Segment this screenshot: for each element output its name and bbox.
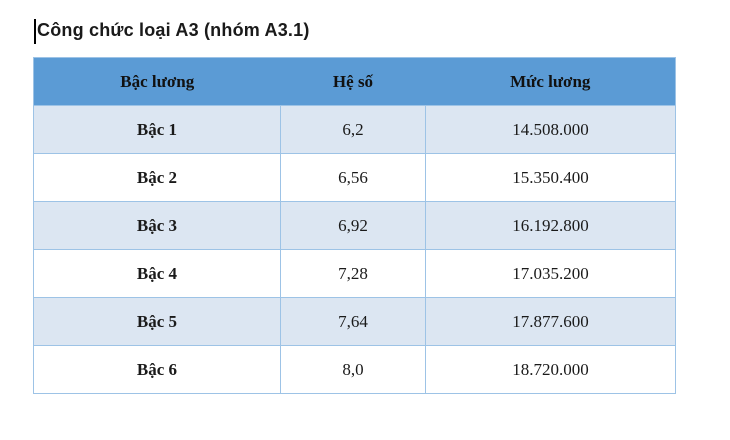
coefficient-cell: 7,28 xyxy=(280,249,426,298)
table-row: Bậc 1 6,2 14.508.000 xyxy=(33,105,676,154)
salary-table: Bậc lương Hệ số Mức lương Bậc 1 6,2 14.5… xyxy=(33,57,676,394)
table-header-row: Bậc lương Hệ số Mức lương xyxy=(33,57,676,106)
salary-cell: 15.350.400 xyxy=(425,153,676,202)
page-title: Công chức loại A3 (nhóm A3.1) xyxy=(37,20,310,40)
salary-cell: 18.720.000 xyxy=(425,345,676,394)
coefficient-cell: 6,2 xyxy=(280,105,426,154)
grade-cell: Bậc 2 xyxy=(33,153,281,202)
table-row: Bậc 6 8,0 18.720.000 xyxy=(33,345,676,394)
grade-cell: Bậc 3 xyxy=(33,201,281,250)
table-row: Bậc 2 6,56 15.350.400 xyxy=(33,153,676,202)
coefficient-cell: 6,92 xyxy=(280,201,426,250)
salary-cell: 16.192.800 xyxy=(425,201,676,250)
salary-cell: 17.877.600 xyxy=(425,297,676,346)
coefficient-cell: 6,56 xyxy=(280,153,426,202)
table-row: Bậc 3 6,92 16.192.800 xyxy=(33,201,676,250)
salary-cell: 17.035.200 xyxy=(425,249,676,298)
text-cursor-caret xyxy=(34,19,36,44)
coefficient-cell: 8,0 xyxy=(280,345,426,394)
column-header-coefficient: Hệ số xyxy=(280,57,426,106)
salary-table-container: Bậc lương Hệ số Mức lương Bậc 1 6,2 14.5… xyxy=(33,57,676,394)
coefficient-cell: 7,64 xyxy=(280,297,426,346)
column-header-salary: Mức lương xyxy=(425,57,676,106)
grade-cell: Bậc 6 xyxy=(33,345,281,394)
table-row: Bậc 5 7,64 17.877.600 xyxy=(33,297,676,346)
grade-cell: Bậc 5 xyxy=(33,297,281,346)
grade-cell: Bậc 4 xyxy=(33,249,281,298)
column-header-grade: Bậc lương xyxy=(33,57,281,106)
salary-cell: 14.508.000 xyxy=(425,105,676,154)
grade-cell: Bậc 1 xyxy=(33,105,281,154)
table-row: Bậc 4 7,28 17.035.200 xyxy=(33,249,676,298)
